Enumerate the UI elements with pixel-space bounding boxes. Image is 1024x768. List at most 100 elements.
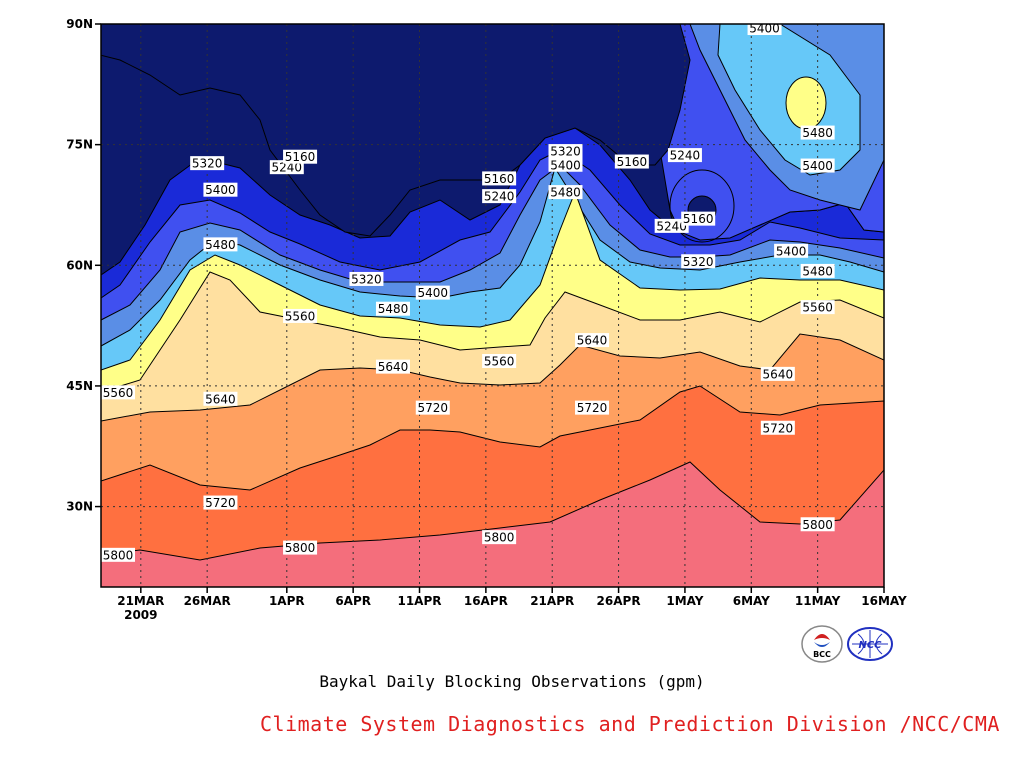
contour-label-bg	[760, 366, 795, 381]
contour-label: 5160	[681, 211, 716, 226]
contour-label: 5640	[760, 366, 795, 381]
contour-label-text: 5480	[550, 186, 581, 200]
contour-label: 5480	[548, 185, 583, 200]
contour-label: 5800	[283, 540, 318, 555]
contour-label-bg	[681, 254, 716, 269]
contour-label: 5640	[375, 359, 410, 374]
contour-label: 5400	[548, 157, 583, 172]
x-tick-label: 1MAY	[666, 594, 703, 608]
y-tick-label: 75N	[66, 138, 93, 152]
contour-label-bg	[482, 530, 517, 545]
contour-label-text: 5400	[776, 244, 807, 258]
x-tick-label: 26APR	[597, 594, 641, 608]
contour-label-text: 5800	[285, 541, 316, 555]
x-tick-label: 11APR	[397, 594, 441, 608]
contour-label-bg	[575, 333, 610, 348]
x-tick-label: 11MAY	[795, 594, 841, 608]
contour-label: 5560	[482, 353, 517, 368]
contour-band	[785, 76, 827, 130]
contour-bands	[101, 24, 884, 587]
contour-label-bg	[415, 400, 450, 415]
x-tick-label: 16MAY	[861, 594, 907, 608]
contour-label-text: 5320	[192, 157, 223, 171]
contour-label-bg	[681, 211, 716, 226]
contour-label: 5560	[800, 300, 835, 315]
contour-label: 5720	[415, 400, 450, 415]
x-tick-label: 16APR	[464, 594, 508, 608]
contour-label: 5800	[800, 517, 835, 532]
contour-label-bg	[800, 158, 835, 173]
contour-label: 5560	[101, 385, 135, 400]
contour-label-bg	[283, 149, 318, 164]
contour-label: 5560	[283, 308, 318, 323]
contour-label: 5800	[101, 547, 135, 562]
contour-label-text: 5400	[418, 286, 449, 300]
contour-label: 5240	[482, 189, 517, 204]
x-tick-label: 21APR	[530, 594, 574, 608]
contour-label-text: 5400	[802, 159, 833, 173]
contour-label: 5480	[800, 263, 835, 278]
contour-label: 5400	[415, 285, 450, 300]
contour-label: 5240	[667, 148, 702, 163]
contour-label-text: 5160	[285, 150, 316, 164]
contour-label-bg	[101, 547, 135, 562]
contour-label-text: 5160	[484, 172, 515, 186]
contour-label-bg	[548, 185, 583, 200]
contour-label-bg	[375, 359, 410, 374]
contour-label-text: 5160	[683, 212, 714, 226]
contour-label: 5320	[548, 144, 583, 159]
contour-label-text: 5720	[577, 401, 608, 415]
contour-label-text: 5480	[802, 264, 833, 278]
contour-label-bg	[800, 517, 835, 532]
contour-label-text: 5720	[418, 401, 449, 415]
contour-label-bg	[415, 285, 450, 300]
contour-label: 5160	[283, 149, 318, 164]
x-tick-label: 6APR	[335, 594, 371, 608]
contour-label-bg	[654, 218, 689, 233]
y-axis: 30N 45N 60N 75N 90N	[66, 17, 101, 514]
contour-label-bg	[548, 144, 583, 159]
y-tick-label: 30N	[66, 500, 93, 514]
contour-label-bg	[283, 540, 318, 555]
contour-label-text: 5640	[577, 334, 608, 348]
contour-label-text: 5480	[378, 302, 409, 316]
contour-label-bg	[575, 400, 610, 415]
contour-label-bg	[203, 495, 238, 510]
contour-label-text: 5400	[749, 22, 780, 36]
contour-label-bg	[203, 237, 238, 252]
contour-label-text: 5240	[272, 161, 303, 175]
y-tick-label: 90N	[66, 17, 93, 31]
contour-label: 5320	[349, 271, 384, 286]
contour-label-bg	[482, 353, 517, 368]
contour-label: 5400	[203, 182, 238, 197]
contour-label-text: 5640	[205, 392, 236, 406]
contour-label: 5640	[575, 333, 610, 348]
contour-label-bg	[548, 157, 583, 172]
contour-label-bg	[614, 154, 649, 169]
contour-band	[101, 24, 691, 237]
contour-label-text: 5480	[205, 238, 236, 252]
contour-label-text: 5720	[763, 421, 794, 435]
contour-label: 5480	[375, 301, 410, 316]
y-tick-label: 60N	[66, 258, 93, 272]
contour-band	[101, 461, 884, 587]
bcc-logo: BCC	[801, 625, 843, 663]
contour-label-text: 5160	[617, 155, 648, 169]
contour-label: 5640	[203, 391, 238, 406]
contour-label: 5160	[614, 154, 649, 169]
contour-label: 5800	[482, 530, 517, 545]
contour-label-text: 5560	[103, 386, 134, 400]
contour-label: 5480	[203, 237, 238, 252]
contour-label-bg	[760, 420, 795, 435]
contour-label-bg	[800, 300, 835, 315]
contour-label: 5720	[575, 400, 610, 415]
contour-label: 5240	[654, 218, 689, 233]
contour-chart: 5800556053205400548056405720524058005160…	[66, 17, 907, 622]
contour-label-text: 5640	[378, 360, 409, 374]
contour-label: 5400	[774, 243, 809, 258]
contour-label: 5480	[800, 125, 835, 140]
grid-lines	[101, 24, 884, 587]
contour-label-text: 5320	[683, 255, 714, 269]
ncc-logo-text: NCC	[858, 640, 882, 651]
contour-label-text: 5480	[802, 126, 833, 140]
